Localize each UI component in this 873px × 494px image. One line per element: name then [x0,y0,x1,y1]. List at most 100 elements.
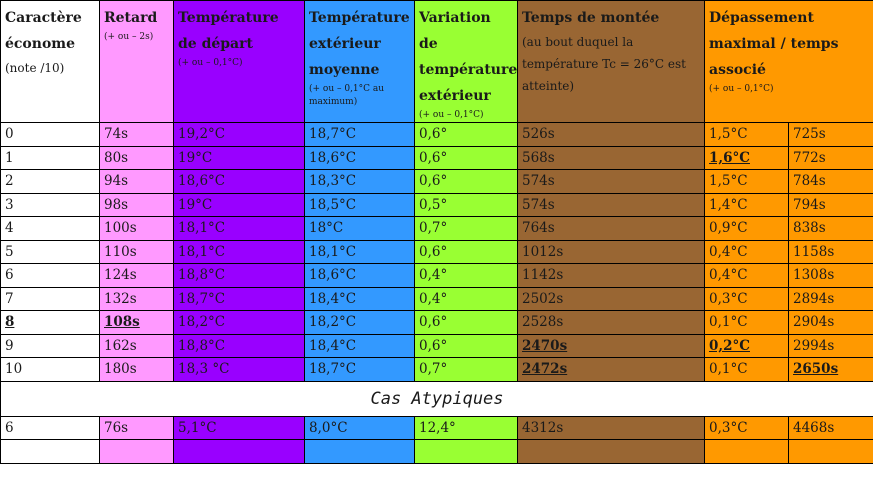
cell-retard [99,439,174,464]
table-row: 1 80s 19°C 18,6°C 0,6° 568s 1,6°C 772s [0,145,873,170]
cell-temps-montee [517,439,705,464]
cell-retard: 180s [99,357,174,382]
cell-temps-associe: 794s [788,192,873,217]
table-row: 5 110s 18,1°C 18,1°C 0,6° 1012s 0,4°C 1158s [0,239,873,264]
header-depassement-maximal: Dépassement maximal / temps associé (+ o… [704,0,873,123]
table-row [0,439,873,464]
cell-caractere-econome: 8 [0,310,100,335]
cell-temperature-depart: 5,1°C [173,415,305,440]
cell-temps-montee: 1142s [517,263,705,288]
cell-temps-montee: 4312s [517,415,705,440]
cell-temps-montee: 2528s [517,310,705,335]
cell-temps-montee: 1012s [517,239,705,264]
cell-temperature-depart: 18,3 °C [173,357,305,382]
cell-depassement: 1,5°C [704,122,789,147]
section-row: Cas Atypiques [0,380,873,417]
cell-variation: 0,4° [414,263,518,288]
cell-retard: 80s [99,145,174,170]
cell-retard: 100s [99,216,174,241]
cell-temperature-depart: 18,8°C [173,263,305,288]
cell-temps-montee: 2470s [517,333,705,358]
cell-depassement: 1,4°C [704,192,789,217]
header-retard: Retard (+ ou – 2s) [99,0,174,123]
table-row: 0 74s 19,2°C 18,7°C 0,6° 526s 1,5°C 725s [0,122,873,147]
cell-retard: 74s [99,122,174,147]
cell-temperature-depart: 19°C [173,192,305,217]
cell-variation: 0,4° [414,286,518,311]
cell-caractere-econome [0,439,100,464]
cell-caractere-econome: 4 [0,216,100,241]
cell-retard: 124s [99,263,174,288]
cell-caractere-econome: 9 [0,333,100,358]
cell-depassement: 0,3°C [704,415,789,440]
cell-temps-montee: 2502s [517,286,705,311]
cell-caractere-econome: 6 [0,263,100,288]
table-row: 6 124s 18,8°C 18,6°C 0,4° 1142s 0,4°C 1308s [0,263,873,288]
cell-depassement: 1,5°C [704,169,789,194]
header-caractere-econome: Caractère économe (note /10) [0,0,100,123]
cell-variation: 0,6° [414,333,518,358]
cell-depassement: 1,6°C [704,145,789,170]
table-row: 7 132s 18,7°C 18,4°C 0,4° 2502s 0,3°C 2894s [0,286,873,311]
cell-temperature-exterieur: 18,1°C [304,239,415,264]
cell-temperature-depart: 19°C [173,145,305,170]
cell-temps-associe: 1308s [788,263,873,288]
cell-caractere-econome: 2 [0,169,100,194]
cell-temps-associe: 784s [788,169,873,194]
cell-variation: 0,5° [414,192,518,217]
cell-retard: 98s [99,192,174,217]
cell-temperature-exterieur: 18,7°C [304,122,415,147]
cell-temps-montee: 526s [517,122,705,147]
cell-depassement: 0,4°C [704,263,789,288]
cell-temperature-depart: 18,1°C [173,239,305,264]
cell-temps-montee: 568s [517,145,705,170]
cell-temperature-exterieur: 18,3°C [304,169,415,194]
cell-caractere-econome: 10 [0,357,100,382]
cell-temps-associe: 772s [788,145,873,170]
cell-depassement: 0,2°C [704,333,789,358]
cell-temps-associe [788,439,873,464]
table-row: 3 98s 19°C 18,5°C 0,5° 574s 1,4°C 794s [0,192,873,217]
cell-caractere-econome: 3 [0,192,100,217]
section-title: Cas Atypiques [0,380,873,417]
cell-temps-montee: 2472s [517,357,705,382]
header-temps-montee: Temps de montée (au bout duquel la tempé… [517,0,705,123]
cell-temperature-exterieur: 18,6°C [304,145,415,170]
cell-retard: 132s [99,286,174,311]
cell-caractere-econome: 7 [0,286,100,311]
cell-variation: 0,7° [414,216,518,241]
cell-depassement: 0,4°C [704,239,789,264]
cell-temperature-depart: 18,2°C [173,310,305,335]
cell-temps-associe: 838s [788,216,873,241]
cell-temps-associe: 725s [788,122,873,147]
cell-temperature-depart: 18,7°C [173,286,305,311]
cell-caractere-econome: 6 [0,415,100,440]
cell-variation [414,439,518,464]
cell-temps-associe: 1158s [788,239,873,264]
table-row: 9 162s 18,8°C 18,4°C 0,6° 2470s 0,2°C 2994s [0,333,873,358]
cell-caractere-econome: 5 [0,239,100,264]
cell-retard: 108s [99,310,174,335]
header-row: Caractère économe (note /10) Retard (+ o… [0,0,873,123]
header-variation-temperature: Variation de température extérieur (+ ou… [414,0,518,123]
cell-temperature-depart: 18,1°C [173,216,305,241]
table-row: 4 100s 18,1°C 18°C 0,7° 764s 0,9°C 838s [0,216,873,241]
cell-variation: 0,6° [414,239,518,264]
header-temperature-depart: Température de départ (+ ou – 0,1°C) [173,0,305,123]
cell-temperature-depart: 18,8°C [173,333,305,358]
cell-temps-montee: 574s [517,192,705,217]
table-row: 6 76s 5,1°C 8,0°C 12,4° 4312s 0,3°C 4468s [0,415,873,440]
cell-temperature-exterieur [304,439,415,464]
cell-retard: 162s [99,333,174,358]
table-row: 2 94s 18,6°C 18,3°C 0,6° 574s 1,5°C 784s [0,169,873,194]
cell-temperature-exterieur: 18,7°C [304,357,415,382]
cell-depassement: 0,1°C [704,357,789,382]
cell-temperature-exterieur: 18°C [304,216,415,241]
cell-temps-associe: 2894s [788,286,873,311]
cell-temps-montee: 574s [517,169,705,194]
cell-temperature-exterieur: 8,0°C [304,415,415,440]
cell-variation: 0,7° [414,357,518,382]
cell-temperature-depart: 18,6°C [173,169,305,194]
cell-depassement: 0,3°C [704,286,789,311]
cell-variation: 0,6° [414,310,518,335]
